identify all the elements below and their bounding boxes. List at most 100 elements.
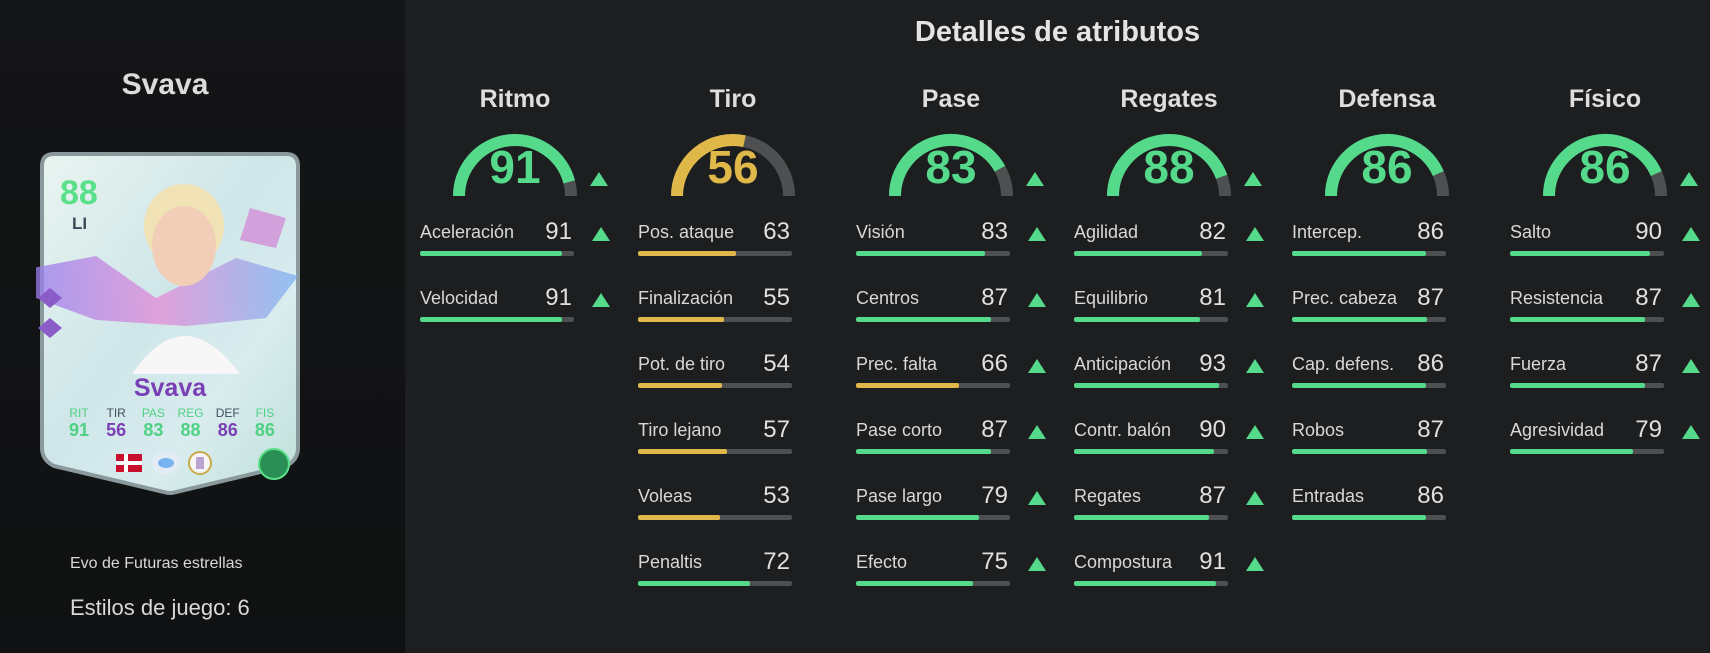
card-stat: REG 88 [174, 406, 208, 441]
stat-bar [638, 251, 792, 256]
stat-label: Compostura [1074, 552, 1173, 572]
stat-row: Tiro lejano 57 [638, 408, 828, 474]
card-stat-label: REG [177, 406, 204, 420]
category-gauge: 56 [638, 126, 828, 204]
stat-label: Contr. balón [1074, 420, 1172, 440]
stat-row: Salto 90 [1510, 210, 1700, 276]
card-stat-label: DEF [215, 406, 240, 420]
stat-bar-fill [1074, 581, 1216, 586]
upgrade-arrow-icon [1028, 491, 1046, 505]
stat-bar [1510, 317, 1664, 322]
card-stat-label: PAS [141, 406, 165, 420]
stat-row: Prec. falta 66 [856, 342, 1046, 408]
upgrade-arrow-icon [1028, 425, 1046, 439]
denmark-flag-icon [116, 454, 142, 472]
stat-row: Entradas 86 [1292, 474, 1482, 540]
upgrade-arrow-icon [1682, 425, 1700, 439]
stat-row: Intercep. 86 [1292, 210, 1482, 276]
card-stat: TIR 56 [99, 406, 133, 441]
stat-row: Agilidad 82 [1074, 210, 1264, 276]
category-pase: Pase 83 Visión 83 Centros 87 Prec. falta 66 Pase… [856, 82, 1046, 606]
category-gauge: 91 [420, 126, 610, 204]
category-title: Ritmo [479, 85, 551, 113]
stat-row: Pase largo 79 [856, 474, 1046, 540]
upgrade-arrow-icon [1246, 425, 1264, 439]
stat-label: Robos [1292, 420, 1345, 440]
stat-bar [856, 515, 1010, 520]
upgrade-arrow-icon [1246, 227, 1264, 241]
category-title: Defensa [1338, 85, 1436, 113]
category-title: Pase [921, 85, 981, 113]
stat-value: 87 [1635, 284, 1662, 311]
stat-value: 63 [763, 218, 790, 245]
stat-bar-fill [638, 251, 736, 256]
stat-bar-fill [856, 383, 959, 388]
stat-value: 90 [1635, 218, 1662, 245]
stat-bar [420, 317, 574, 322]
upgrade-arrow-icon [590, 172, 608, 186]
stat-bar [856, 581, 1010, 586]
stat-bar [1074, 317, 1228, 322]
stat-bar-fill [1074, 251, 1202, 256]
stat-label: Anticipación [1074, 354, 1172, 374]
stat-bar [1510, 449, 1664, 454]
stat-bar [1074, 449, 1228, 454]
club-crest-icon [188, 451, 212, 475]
player-card[interactable]: 88 LI Svava RIT 91 TIR 56 PAS 83 REG 88 DEF 86 FIS… [36, 148, 304, 496]
stat-bar-fill [1510, 449, 1633, 454]
card-stat: DEF 86 [211, 406, 245, 441]
stat-label: Regates [1074, 486, 1142, 506]
category-gauge: 83 [856, 126, 1046, 204]
upgrade-arrow-icon [1682, 227, 1700, 241]
stat-bar [1292, 449, 1446, 454]
stat-value: 66 [981, 350, 1008, 377]
gauge-fill [1543, 134, 1662, 197]
stat-label: Resistencia [1510, 288, 1604, 308]
stat-bar-fill [638, 383, 722, 388]
stat-bar-fill [1074, 383, 1219, 388]
player-panel: Svava 88 [0, 0, 405, 653]
evolution-icon [258, 448, 290, 480]
upgrade-arrow-icon [1246, 359, 1264, 373]
stat-row: Prec. cabeza 87 [1292, 276, 1482, 342]
card-stat-value: 56 [106, 420, 127, 440]
stat-value: 81 [1199, 284, 1226, 311]
stat-value: 91 [1199, 548, 1226, 575]
category-gauge: 86 [1510, 126, 1700, 204]
upgrade-arrow-icon [1682, 359, 1700, 373]
stat-label: Intercep. [1292, 222, 1363, 242]
upgrade-arrow-icon [1246, 491, 1264, 505]
stat-bar-fill [1292, 449, 1428, 454]
gauge-fill [889, 134, 1006, 197]
stat-label: Tiro lejano [638, 420, 722, 440]
card-stat: PAS 83 [136, 406, 170, 441]
stat-row: Compostura 91 [1074, 540, 1264, 606]
stat-value: 91 [545, 284, 572, 311]
upgrade-arrow-icon [1028, 227, 1046, 241]
card-rating: 88 [60, 174, 98, 212]
stat-row: Pos. ataque 63 [638, 210, 828, 276]
stat-label: Agresividad [1510, 420, 1605, 440]
stat-bar-fill [420, 317, 562, 322]
stat-label: Pot. de tiro [638, 354, 726, 374]
upgrade-arrow-icon [1246, 557, 1264, 571]
stat-label: Finalización [638, 288, 734, 308]
category-regates: Regates 88 Agilidad 82 Equilibrio 81 Anticipac… [1074, 82, 1264, 606]
stat-row: Cap. defens. 86 [1292, 342, 1482, 408]
upgrade-arrow-icon [1028, 359, 1046, 373]
stat-bar [1074, 383, 1228, 388]
stat-bar-fill [856, 251, 986, 256]
category-title: Regates [1120, 85, 1218, 113]
stat-label: Cap. defens. [1292, 354, 1395, 374]
stat-bar-fill [1510, 317, 1646, 322]
stat-bar [1074, 581, 1228, 586]
stat-value: 54 [763, 350, 790, 377]
card-stat-value: 86 [254, 420, 275, 440]
gauge-fill [453, 133, 576, 197]
stat-value: 86 [1417, 350, 1444, 377]
stat-value: 90 [1199, 416, 1226, 443]
stat-bar-fill [1074, 515, 1210, 520]
stat-bar-fill [1510, 383, 1646, 388]
category-value: 56 [707, 141, 759, 193]
stat-row: Fuerza 87 [1510, 342, 1700, 408]
